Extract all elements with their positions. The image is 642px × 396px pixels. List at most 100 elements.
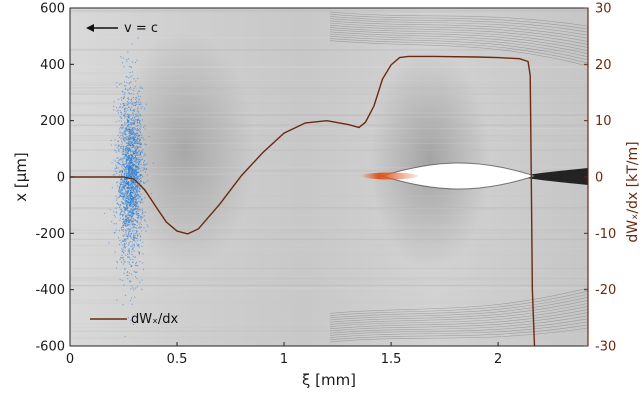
beam-particle xyxy=(137,180,139,182)
beam-particle xyxy=(122,148,124,150)
beam-particle xyxy=(133,243,135,245)
beam-particle xyxy=(137,227,139,229)
beam-particle xyxy=(130,187,132,189)
beam-particle xyxy=(136,122,138,124)
beam-particle xyxy=(141,209,143,211)
heatmap-stripe xyxy=(70,302,588,304)
beam-particle xyxy=(134,141,136,144)
beam-particle xyxy=(133,117,136,119)
beam-particle xyxy=(122,244,124,246)
beam-particle xyxy=(130,208,132,211)
beam-particle xyxy=(132,151,134,153)
beam-particle xyxy=(143,219,146,221)
beam-particle xyxy=(134,133,136,135)
heatmap-dark-region-right xyxy=(370,50,490,270)
beam-particle xyxy=(137,175,139,177)
beam-particle xyxy=(140,164,142,166)
beam-particle xyxy=(124,92,126,94)
beam-particle xyxy=(129,235,132,237)
beam-particle xyxy=(129,158,131,160)
beam-particle xyxy=(129,200,131,203)
beam-particle xyxy=(120,126,122,128)
beam-particle xyxy=(143,182,145,184)
beam-particle xyxy=(131,219,133,222)
beam-particle xyxy=(114,251,116,253)
beam-particle xyxy=(128,162,130,164)
beam-particle xyxy=(125,164,127,166)
beam-particle xyxy=(124,206,126,208)
beam-particle xyxy=(125,165,128,167)
plasma-bubble-edge xyxy=(380,162,537,190)
beam-particle xyxy=(120,257,122,259)
beam-particle xyxy=(139,159,142,161)
beam-particle xyxy=(122,106,124,108)
beam-particle xyxy=(124,115,126,117)
beam-particle xyxy=(123,97,125,99)
beam-particle xyxy=(122,263,124,265)
beam-particle xyxy=(125,174,127,176)
beam-particle xyxy=(137,163,139,165)
beam-particle xyxy=(122,203,124,205)
beam-particle xyxy=(139,120,141,123)
beam-particle xyxy=(133,270,135,272)
beam-particle xyxy=(144,168,146,170)
beam-particle xyxy=(130,122,132,124)
beam-particle xyxy=(128,156,130,159)
beam-particle xyxy=(136,172,139,174)
beam-particle xyxy=(120,120,122,122)
beam-particle xyxy=(118,160,120,162)
beam-particle xyxy=(135,206,137,208)
beam-particle xyxy=(126,104,128,106)
beam-particle xyxy=(132,113,134,115)
beam-particle xyxy=(126,142,128,144)
beam-particle xyxy=(128,148,130,150)
beam-particle xyxy=(123,220,125,222)
beam-particle xyxy=(134,102,136,104)
beam-particle xyxy=(132,201,134,203)
beam-particle xyxy=(129,160,131,162)
beam-particle xyxy=(132,158,134,160)
beam-particle xyxy=(126,186,128,188)
beam-particle xyxy=(135,174,137,176)
beam-particle xyxy=(130,110,132,112)
beam-particle xyxy=(122,145,124,147)
beam-particle xyxy=(128,184,130,186)
beam-particle xyxy=(132,204,134,206)
beam-particle xyxy=(114,174,116,176)
beam-particle xyxy=(121,187,123,189)
beam-particle xyxy=(132,102,134,104)
beam-particle xyxy=(133,122,135,124)
beam-particle xyxy=(113,159,115,161)
beam-particle xyxy=(127,89,129,91)
beam-particle xyxy=(124,169,126,171)
x-axis-label: ξ [mm] xyxy=(302,371,356,389)
beam-particle xyxy=(121,166,123,168)
beam-particle xyxy=(124,117,126,119)
beam-particle xyxy=(128,253,130,255)
beam-particle xyxy=(130,132,132,134)
beam-particle xyxy=(135,204,137,206)
beam-particle xyxy=(132,169,134,171)
beam-particle xyxy=(122,127,125,129)
beam-particle xyxy=(127,128,129,130)
beam-particle xyxy=(139,195,141,197)
beam-particle xyxy=(121,140,123,142)
beam-particle xyxy=(128,241,130,244)
beam-particle xyxy=(130,131,132,133)
beam-particle xyxy=(137,222,139,224)
beam-particle xyxy=(124,154,126,156)
beam-particle xyxy=(135,200,137,202)
beam-particle xyxy=(132,61,134,63)
beam-particle xyxy=(120,227,123,229)
beam-particle xyxy=(135,211,137,213)
beam-particle xyxy=(128,163,130,165)
beam-particle xyxy=(135,155,137,157)
beam-particle xyxy=(132,174,134,176)
heatmap-stripe xyxy=(70,207,588,210)
beam-particle xyxy=(127,277,129,280)
beam-particle xyxy=(125,169,127,171)
beam-particle xyxy=(126,179,128,181)
velocity-annotation: v = c xyxy=(86,21,158,36)
beam-particle xyxy=(145,168,148,170)
beam-particle xyxy=(128,138,130,141)
